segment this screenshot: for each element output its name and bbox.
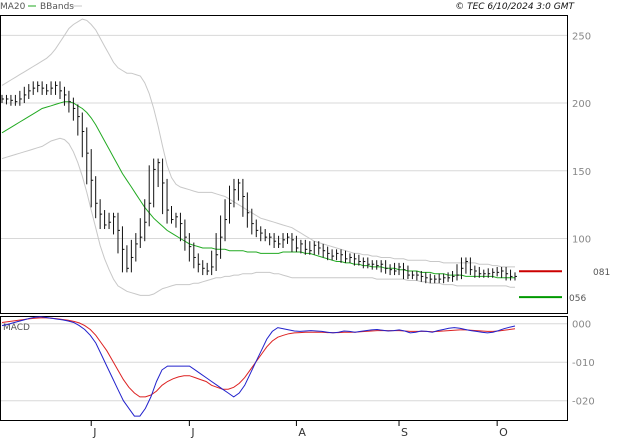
marker-green-label: 056 xyxy=(569,294,586,304)
x-tick-label: J xyxy=(190,426,194,439)
macd-tick-label: -010 xyxy=(572,358,595,369)
x-tick-label: A xyxy=(298,426,306,439)
macd-tick-label: 000 xyxy=(572,320,591,331)
macd-title: MACD xyxy=(3,323,30,333)
price-bars xyxy=(1,81,517,284)
price-tick-label: 100 xyxy=(572,235,591,246)
macd-tick-label: -020 xyxy=(572,397,595,408)
price-tick-label: 250 xyxy=(572,31,591,42)
bbands-legend-label: BBands xyxy=(40,2,74,12)
bbands-upper-line xyxy=(1,18,515,268)
price-tick-label: 200 xyxy=(572,99,591,110)
bbands-lower-line xyxy=(1,137,515,296)
marker-red-label: 081 xyxy=(593,268,610,278)
macd-panel-frame xyxy=(0,316,568,421)
x-tick-label: J xyxy=(92,426,96,439)
ma20-legend-label: MA20 xyxy=(0,2,26,12)
header: MA20 BBands © TEC 6/10/2024 3:0 GMT xyxy=(0,2,576,12)
macd-panel: 000 -010 -020 MACD xyxy=(0,316,595,421)
ma20-line xyxy=(1,101,515,279)
x-tick-label: O xyxy=(499,426,508,439)
price-panel: 100 150 200 250 xyxy=(0,15,591,314)
copyright-text: © TEC 6/10/2024 3:0 GMT xyxy=(455,2,575,12)
x-tick-label: S xyxy=(401,426,408,439)
macd-line xyxy=(1,316,516,417)
marker-legend: 081 056 xyxy=(519,268,610,304)
price-tick-label: 150 xyxy=(572,167,591,178)
price-panel-frame xyxy=(0,15,568,314)
